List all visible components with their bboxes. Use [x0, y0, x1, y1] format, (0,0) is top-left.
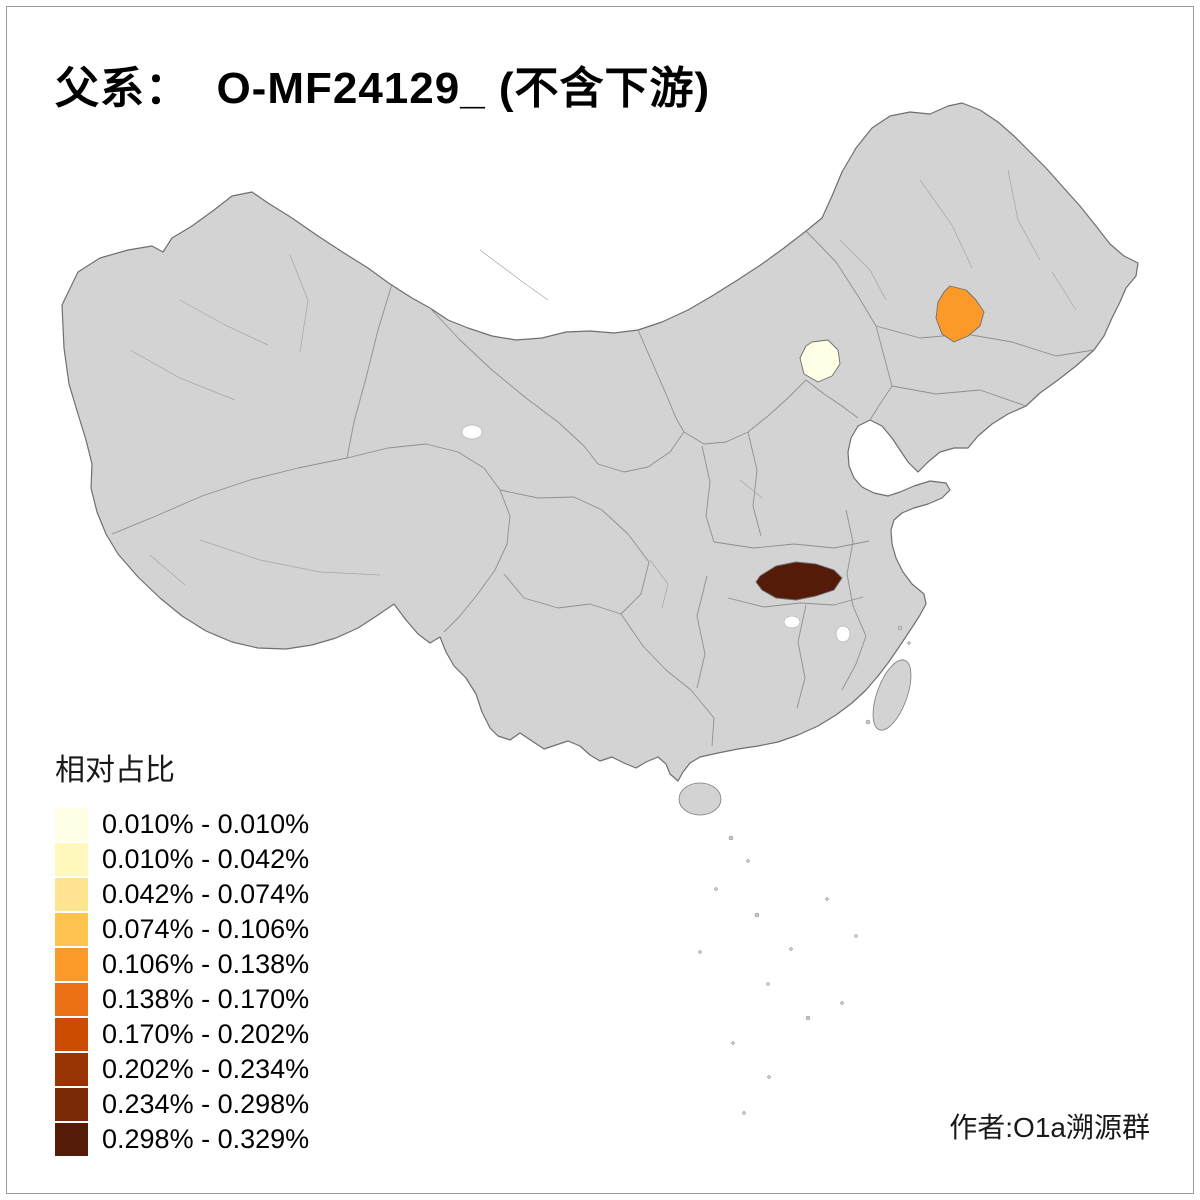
- qinghai-lake: [461, 424, 483, 440]
- highlight-region-north: [799, 339, 841, 383]
- legend-label: 0.202% - 0.234%: [102, 1053, 310, 1084]
- legend-swatch: [55, 912, 88, 946]
- author-credit: 作者:O1a溯源群: [949, 1112, 1150, 1143]
- legend-label: 0.298% - 0.329%: [102, 1123, 310, 1154]
- legend-item: 0.234% - 0.298%: [55, 1087, 309, 1121]
- highlight-region-northeast: [935, 285, 985, 343]
- province-borders: [111, 230, 1095, 747]
- legend-item: 0.074% - 0.106%: [55, 912, 309, 946]
- legend-item: 0.138% - 0.170%: [55, 982, 309, 1016]
- legend-swatch: [55, 842, 88, 876]
- prefecture-borders: [129, 169, 1077, 609]
- legend-item: 0.010% - 0.010%: [55, 807, 309, 841]
- china-mainland: [61, 102, 1139, 782]
- legend-label: 0.042% - 0.074%: [102, 878, 310, 909]
- taiwan-island: [872, 659, 912, 731]
- legend-swatch: [55, 982, 88, 1016]
- legend-swatch: [55, 807, 88, 841]
- legend-item: 0.042% - 0.074%: [55, 877, 309, 911]
- legend-swatch: [55, 1052, 88, 1086]
- lakes: [461, 424, 851, 643]
- legend-label: 0.010% - 0.042%: [102, 843, 310, 874]
- page-title: 父系： O-MF24129_ (不含下游): [55, 64, 711, 113]
- legend-label: 0.074% - 0.106%: [102, 913, 310, 944]
- legend-item: 0.170% - 0.202%: [55, 1017, 309, 1051]
- hainan-island: [678, 782, 722, 816]
- legend-swatch: [55, 1017, 88, 1051]
- legend: 相对占比 0.010% - 0.010% 0.010% - 0.042% 0.0…: [55, 745, 309, 1157]
- dongting-lake: [783, 615, 801, 629]
- legend-label: 0.010% - 0.010%: [102, 808, 310, 839]
- highlight-region-central: [755, 561, 843, 601]
- sea-islands: [698, 625, 911, 1115]
- legend-swatch: [55, 877, 88, 911]
- legend-label: 0.234% - 0.298%: [102, 1088, 310, 1119]
- legend-label: 0.106% - 0.138%: [102, 948, 310, 979]
- legend-title: 相对占比: [55, 754, 175, 787]
- poyang-lake: [835, 625, 851, 643]
- legend-label: 0.170% - 0.202%: [102, 1018, 310, 1049]
- legend-item: 0.298% - 0.329%: [55, 1122, 309, 1156]
- legend-item: 0.010% - 0.042%: [55, 842, 309, 876]
- legend-swatch: [55, 947, 88, 981]
- legend-item: 0.106% - 0.138%: [55, 947, 309, 981]
- legend-label: 0.138% - 0.170%: [102, 983, 310, 1014]
- legend-swatch: [55, 1087, 88, 1121]
- legend-swatch: [55, 1122, 88, 1156]
- legend-item: 0.202% - 0.234%: [55, 1052, 309, 1086]
